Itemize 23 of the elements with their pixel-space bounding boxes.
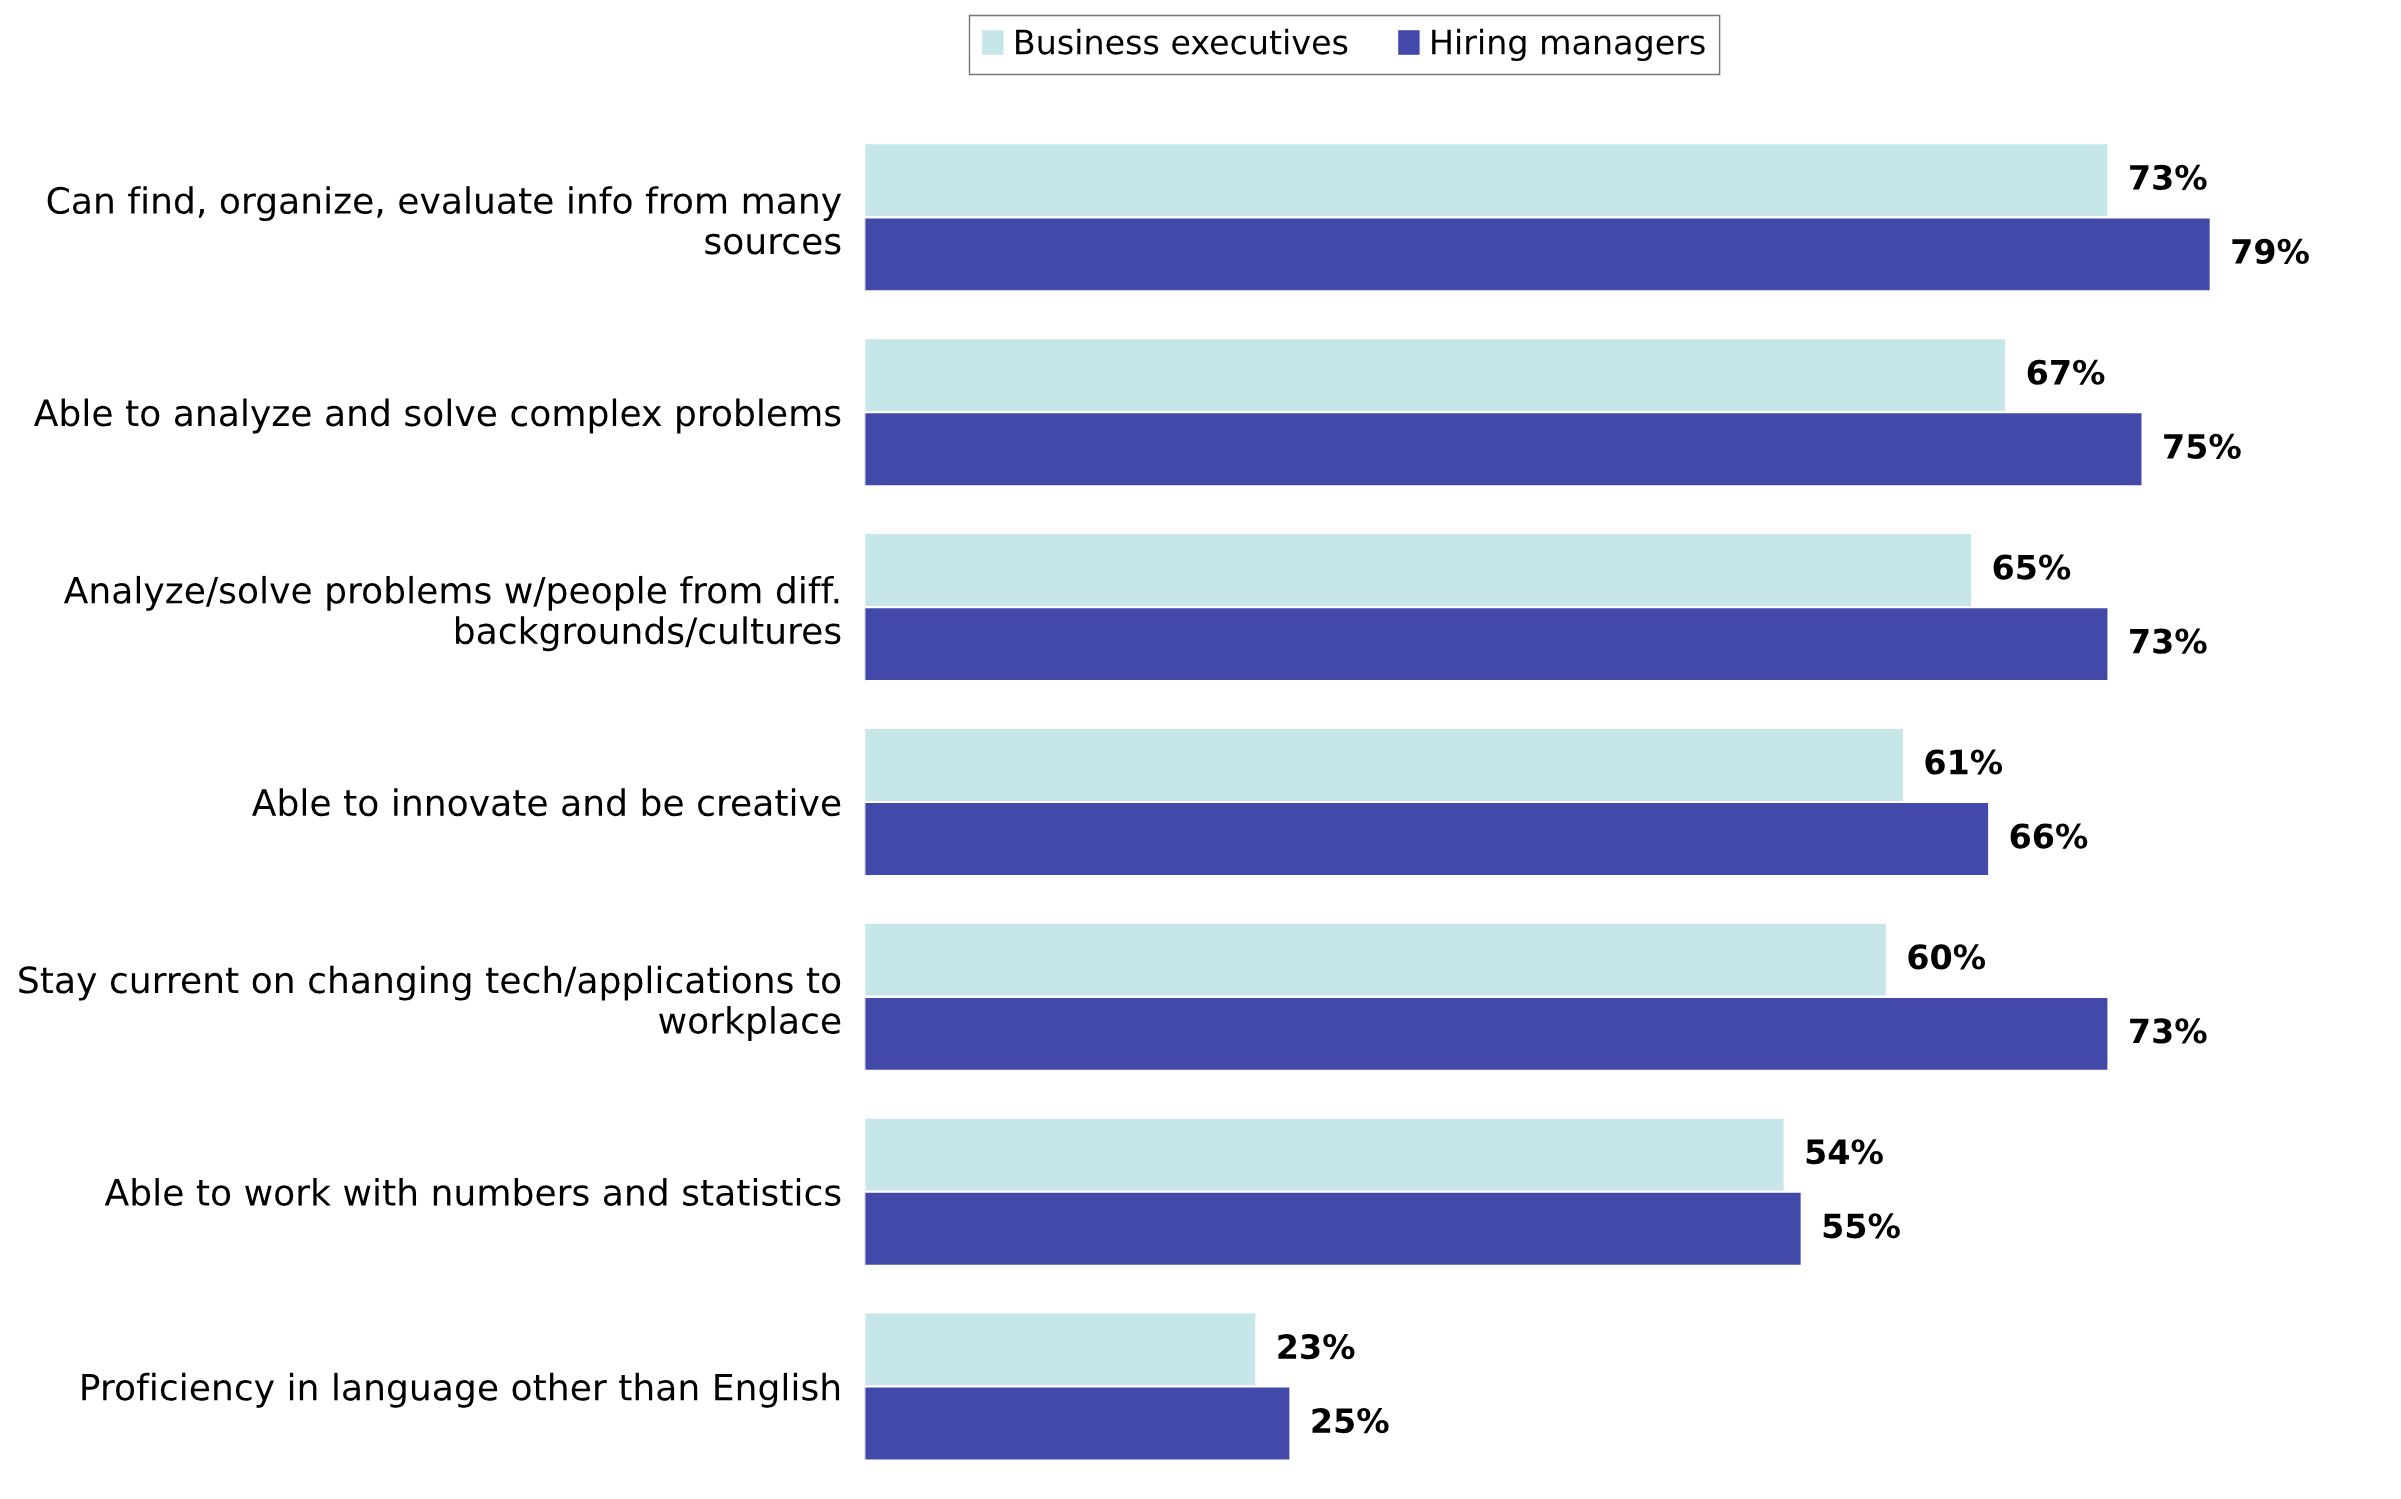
data-label: 54% [1806, 1139, 1883, 1165]
data-label: 23% [1278, 1334, 1355, 1360]
data-label: 25% [1312, 1408, 1389, 1434]
y-tick-label: Able to work with numbers and statistics [104, 1177, 841, 1206]
y-tick-label: Proficiency in language other than English [82, 1372, 840, 1408]
y-tick-label: Stay current on changing tech/applications to workplace [19, 965, 841, 1042]
legend-label: Business executives [1016, 28, 1348, 55]
y-tick-label: Can find, organize, evaluate info from many sources [47, 186, 842, 255]
data-label: 73% [2130, 164, 2207, 190]
data-label: 60% [1908, 944, 1986, 970]
data-label: 67% [2027, 359, 2105, 385]
data-label: 66% [2010, 823, 2088, 849]
data-label: 73% [2130, 628, 2207, 654]
data-label: 75% [2164, 433, 2241, 459]
data-label: 55% [1823, 1213, 1900, 1239]
data-label: 73% [2130, 1018, 2207, 1044]
legend-label: Hiring managers [1432, 28, 1705, 62]
y-tick-label: Able to analyze and solve complex problems [33, 398, 841, 434]
data-label: 79% [2232, 238, 2309, 265]
y-tick-label: Able to innovate and be creative [252, 788, 841, 817]
y-tick-label: Analyze/solve problems w/people from diff. backgrounds/cultures [63, 575, 841, 652]
data-label: 61% [1925, 749, 2003, 775]
data-label: 65% [1993, 554, 2071, 580]
